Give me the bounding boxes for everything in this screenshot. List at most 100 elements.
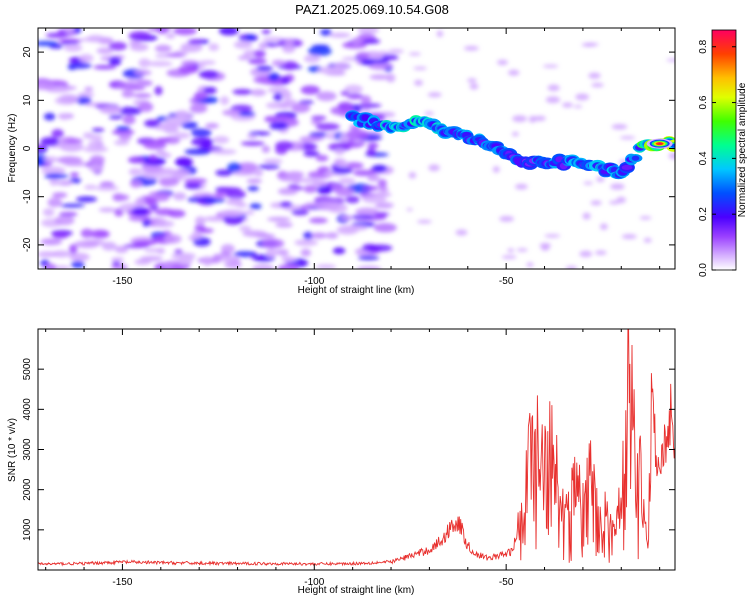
heatmap-noise-cell — [299, 136, 321, 143]
heatmap-noise-cell — [356, 51, 371, 61]
heatmap-noise-cell — [334, 148, 345, 156]
heatmap-ridge-cell — [361, 114, 370, 121]
heatmap-noise-cell — [261, 145, 271, 153]
heatmap-noise-cell — [304, 202, 320, 208]
colorbar-tick-label: 0.4 — [698, 151, 709, 165]
heatmap-noise-cell — [267, 72, 280, 82]
heatmap-noise-cell — [203, 86, 217, 95]
heatmap-noise-cell — [129, 179, 142, 188]
heatmap-noise-cell — [175, 110, 190, 117]
heatmap-noise-cell — [163, 126, 179, 134]
heatmap-noise-cell — [512, 115, 527, 123]
heatmap-noise-cell — [38, 251, 59, 258]
heatmap-noise-cell — [273, 92, 283, 102]
heatmap-noise-cell — [583, 181, 593, 185]
heatmap-peak-cell — [657, 142, 662, 145]
heatmap-y-ticks: -20 -10 0 10 20 — [22, 46, 675, 252]
heatmap-noise-cell — [374, 203, 393, 209]
heatmap-noise-cell — [211, 149, 237, 155]
heatmap-noise-cell — [291, 209, 309, 216]
heatmap-ridge-cell — [631, 155, 640, 161]
heatmap-noise-cell — [283, 257, 298, 262]
heatmap-noise-cell — [54, 215, 75, 226]
heatmap-noise-cell — [340, 215, 354, 221]
heatmap-noise-cell — [248, 131, 271, 136]
heatmap-noise-cell — [374, 212, 389, 217]
heatmap-noise-cell — [351, 214, 374, 220]
heatmap-noise-cell — [118, 133, 132, 141]
heatmap-noise-cell — [77, 91, 95, 98]
heatmap-noise-cell — [212, 253, 222, 264]
heatmap-noise-cell — [507, 248, 515, 253]
snr-y-tick-label: 4000 — [22, 398, 33, 421]
heatmap-noise-cell — [69, 244, 78, 255]
heatmap-noise-cell — [187, 39, 203, 45]
heatmap-noise-cell — [67, 62, 92, 69]
heatmap-noise-cell — [101, 241, 117, 251]
heatmap-noise-cell — [239, 225, 252, 232]
heatmap-noise-cell — [277, 263, 300, 269]
heatmap-noise-cell — [284, 38, 294, 47]
heatmap-noise-cell — [220, 96, 230, 106]
heatmap-noise-cell — [220, 244, 235, 254]
heatmap-noise-cell — [581, 43, 597, 47]
heatmap-noise-cell — [139, 255, 163, 262]
heatmap-noise-cell — [310, 120, 322, 125]
heatmap-noise-cell — [88, 134, 103, 140]
heatmap-y-tick-label: 10 — [22, 94, 33, 106]
heatmap-noise-cell — [118, 106, 142, 116]
heatmap-noise-cell — [344, 84, 363, 94]
heatmap-noise-cell — [588, 72, 601, 79]
heatmap-noise-cell — [141, 165, 164, 173]
heatmap-noise-cell — [515, 183, 528, 190]
heatmap-noise-cell — [245, 34, 256, 40]
heatmap-noise-cell — [47, 197, 62, 208]
heatmap-noise-cell — [56, 180, 73, 186]
heatmap-noise-cell — [325, 232, 339, 239]
heatmap-noise-cell — [311, 232, 327, 239]
heatmap-noise-cell — [360, 58, 376, 66]
heatmap-noise-cell — [497, 59, 508, 66]
snr-x-tick-label: -100 — [304, 577, 324, 588]
snr-x-tick-label: -150 — [112, 577, 132, 588]
heatmap-noise-cell — [226, 189, 246, 200]
heatmap-noise-cell — [582, 212, 591, 220]
heatmap-noise-cell — [357, 255, 380, 261]
heatmap-noise-cell — [96, 47, 114, 55]
heatmap-noise-cell — [596, 176, 605, 183]
heatmap-noise-cell — [66, 138, 83, 144]
heatmap-noise-cell — [299, 177, 319, 183]
colorbar-ticks: 0.0 0.2 0.4 0.6 0.8 — [698, 39, 736, 277]
heatmap-noise-cell — [307, 46, 332, 57]
heatmap-noise-cell — [75, 196, 98, 203]
heatmap-noise-cell — [367, 142, 379, 149]
heatmap-y-tick-label: -20 — [22, 237, 33, 252]
heatmap-noise-cell — [112, 260, 121, 267]
heatmap-noise-cell — [292, 176, 302, 185]
heatmap-noise-cell — [337, 160, 349, 169]
heatmap-noise-cell — [248, 58, 267, 65]
heatmap-ridge-cell — [621, 165, 633, 170]
heatmap-noise-cell — [165, 33, 176, 39]
heatmap-noise-cell — [406, 208, 413, 212]
heatmap-noise-cell — [345, 129, 369, 140]
heatmap-noise-cell — [316, 186, 332, 195]
heatmap-noise-cell — [408, 52, 421, 56]
heatmap-noise-cell — [203, 198, 226, 203]
heatmap-noise-cell — [264, 115, 279, 123]
heatmap-noise-cell — [212, 136, 230, 144]
heatmap-noise-cell — [315, 123, 340, 131]
heatmap-noise-cell — [279, 201, 293, 208]
heatmap-noise-cell — [223, 214, 244, 225]
heatmap-noise-cell — [114, 139, 130, 146]
heatmap-noise-cell — [337, 101, 353, 111]
heatmap-noise-cell — [215, 169, 233, 177]
heatmap-noise-cell — [467, 78, 477, 83]
heatmap-noise-cell — [128, 215, 151, 222]
heatmap-noise-cell — [316, 91, 337, 101]
heatmap-noise-cell — [280, 75, 291, 85]
heatmap-noise-cell — [369, 74, 391, 80]
heatmap-noise-cell — [368, 62, 394, 70]
heatmap-x-label: Height of straight line (km) — [298, 285, 415, 296]
heatmap-noise-cell — [267, 216, 291, 222]
